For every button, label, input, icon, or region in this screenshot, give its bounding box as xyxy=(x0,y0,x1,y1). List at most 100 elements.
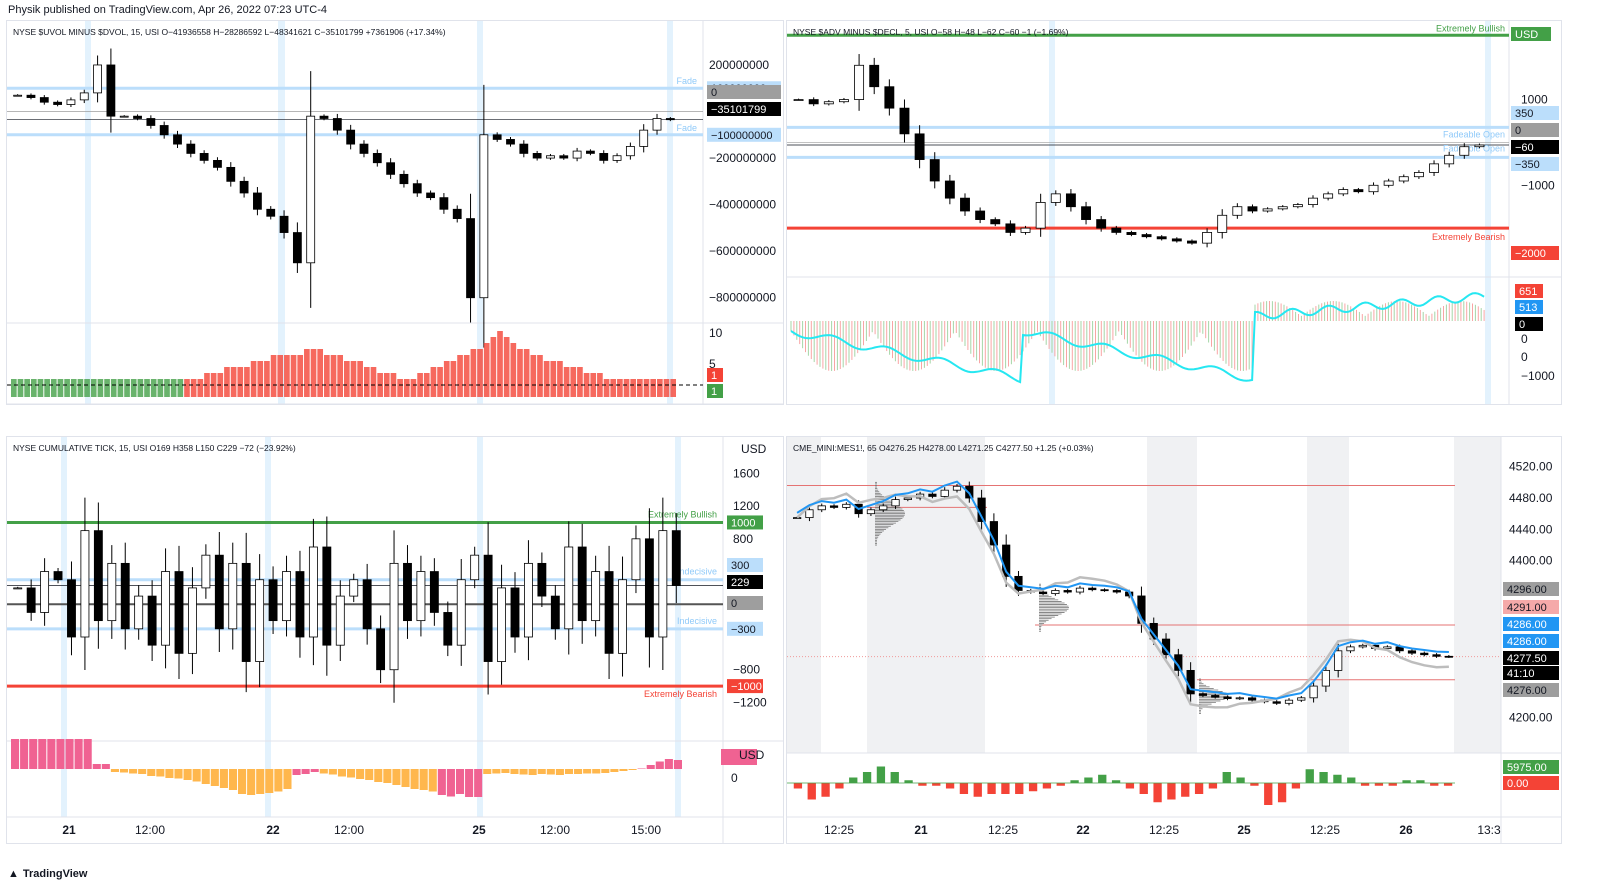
volume-bar xyxy=(610,379,617,397)
panel-uvol[interactable]: NYSE $UVOL MINUS $DVOL, 15, USI O−419365… xyxy=(6,20,784,405)
volume-bar xyxy=(137,379,144,397)
uvol-candle xyxy=(26,94,36,98)
volume-bar xyxy=(170,379,177,397)
y-tick-label: 1600 xyxy=(733,466,760,480)
tick-candle xyxy=(658,530,668,638)
adv-candle xyxy=(1050,193,1061,203)
tick-histogram-bar xyxy=(528,769,537,775)
mes-chart-svg[interactable]: 4520.00 4480.00 4440.00 4400.00 4200.00 4296.… xyxy=(787,437,1561,843)
tick-candle xyxy=(497,587,506,662)
tick-candle xyxy=(13,587,23,590)
volume-bar xyxy=(670,379,676,397)
mes-candle xyxy=(1420,652,1429,656)
tick-histogram-bar xyxy=(210,769,219,786)
tick-histogram-bar xyxy=(356,769,365,779)
volume-bar xyxy=(403,379,410,397)
volume-bar xyxy=(44,379,50,397)
uvol-candle xyxy=(519,143,529,154)
mes-candle xyxy=(1444,655,1453,658)
mes-candle xyxy=(1198,693,1208,696)
x-tick-label: 25 xyxy=(472,823,486,837)
price-label-bg xyxy=(1503,760,1559,774)
volume-bar xyxy=(97,379,104,397)
volume-bar xyxy=(617,379,623,397)
mes-candle xyxy=(1075,587,1085,593)
volume-bar xyxy=(370,367,377,397)
tick-histogram-bar xyxy=(419,769,428,790)
delta-bar xyxy=(1042,783,1052,789)
price-label: −100000000 xyxy=(711,130,772,142)
session-band xyxy=(867,437,985,753)
tick-histogram-bar xyxy=(165,769,174,778)
volume-bar xyxy=(264,361,270,397)
adv-candle xyxy=(1474,144,1485,148)
tick-candle xyxy=(403,562,412,622)
y-tick-label: −1200 xyxy=(733,695,767,709)
mes-candle xyxy=(940,489,949,497)
mes-candle xyxy=(1248,697,1257,701)
panel-adv[interactable]: NYSE $ADV MINUS $DECL, 5, USI O−58 H−48 … xyxy=(786,20,1562,405)
tick-histogram-bar xyxy=(555,769,564,775)
tick-candle xyxy=(349,579,359,597)
panel-mes[interactable]: CME_MINI:MES1!, 65 O4276.25 H4278.00 L42… xyxy=(786,436,1562,844)
uvol-candle xyxy=(133,115,142,119)
delta-bar xyxy=(1250,783,1259,786)
volume-bar xyxy=(523,349,530,397)
session-band xyxy=(1307,437,1349,753)
price-label-bg xyxy=(1503,582,1559,596)
tick-chart-svg[interactable]: Extremely Bullish Indecisive Indecisive Ext… xyxy=(7,437,783,843)
x-tick-label: 12:25 xyxy=(1149,823,1179,837)
tick-histogram-bar xyxy=(74,739,83,769)
price-label-bg xyxy=(1515,300,1543,314)
tick-histogram-bar xyxy=(673,760,682,769)
adv-chart-svg[interactable]: Extremely Bullish Fadeable Open Fadeable O… xyxy=(787,21,1561,405)
tick-histogram-bar xyxy=(138,769,147,774)
price-label-bg xyxy=(727,575,763,589)
uvol-candle xyxy=(66,99,76,105)
delta-bar xyxy=(1402,780,1411,783)
delta-bar xyxy=(1319,772,1328,783)
volume-bar xyxy=(290,355,297,397)
tick-candle xyxy=(40,571,50,613)
volume-bar xyxy=(663,379,670,397)
tick-candle xyxy=(510,587,520,638)
delta-bar xyxy=(1430,783,1439,786)
volume-bar xyxy=(477,349,483,397)
session-band xyxy=(477,437,483,817)
delta-bar xyxy=(1153,783,1162,803)
tick-candle xyxy=(53,571,63,581)
level-text: Extremely Bearish xyxy=(644,689,717,699)
tick-candle xyxy=(308,546,318,638)
delta-bar xyxy=(1028,783,1038,792)
uvol-candle xyxy=(386,162,396,175)
tick-candle xyxy=(644,538,654,638)
session-band xyxy=(787,437,821,753)
delta-bar xyxy=(793,783,803,789)
panel-tick[interactable]: NYSE CUMULATIVE TICK, 15, USI O169 H358 … xyxy=(6,436,784,844)
volume-bar xyxy=(304,349,310,397)
adv-candle xyxy=(1247,206,1258,212)
volume-bar xyxy=(577,367,583,397)
price-label: 4286.00 xyxy=(1507,636,1547,648)
session-band xyxy=(85,21,91,404)
delta-bar xyxy=(918,783,927,786)
adv-candle xyxy=(1308,197,1318,205)
delta-bar xyxy=(987,783,996,794)
adv-candle xyxy=(793,99,804,101)
volume-bar xyxy=(397,379,403,397)
volume-bar xyxy=(324,355,330,397)
mes-candle xyxy=(903,497,912,500)
volume-bar xyxy=(423,373,430,397)
tick-histogram-bar xyxy=(238,769,247,794)
tick-histogram-bar xyxy=(610,769,619,772)
adv-candle xyxy=(869,64,880,88)
level-text: Extremely Bullish xyxy=(648,509,717,519)
volume-bar xyxy=(410,379,417,397)
volume-bar xyxy=(30,379,37,397)
uvol-chart-svg[interactable]: Fade Fade 200000000 −200000000 −400000000 −60… xyxy=(7,21,783,405)
mes-candle xyxy=(1100,589,1109,592)
delta-bar xyxy=(821,783,830,797)
y-tick-label: 4480.00 xyxy=(1509,491,1553,505)
tick-candle xyxy=(214,554,224,630)
adv-candle xyxy=(1020,227,1031,233)
